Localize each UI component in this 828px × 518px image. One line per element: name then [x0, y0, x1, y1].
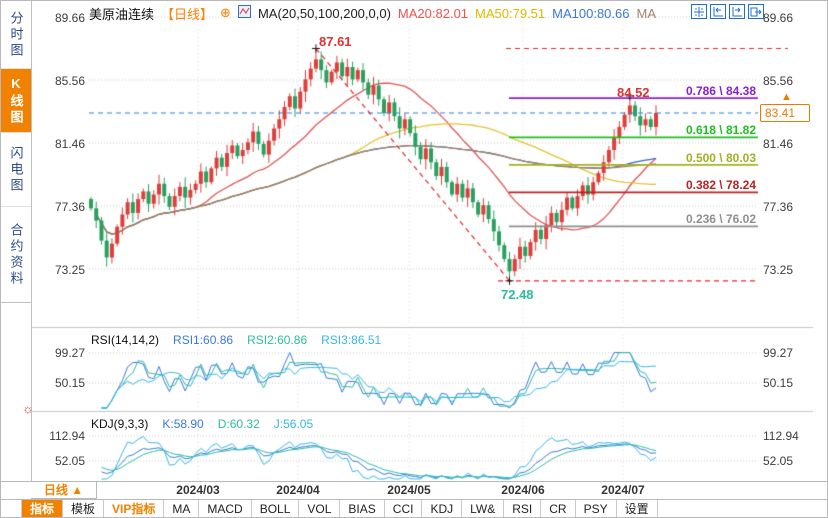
- zoom-in-axis-icon[interactable]: [729, 4, 745, 19]
- kdj-d-value: D:60.32: [217, 417, 260, 431]
- zoom-out-axis-icon[interactable]: [710, 4, 726, 19]
- bottom-tab-11[interactable]: RSI: [504, 500, 542, 517]
- pan-right-icon[interactable]: [748, 4, 764, 19]
- rsi2-value: RSI2:60.86: [247, 333, 308, 347]
- sidebar-item-kline[interactable]: K线图: [1, 69, 31, 133]
- bottom-tab-10[interactable]: LW&: [462, 500, 505, 517]
- crosshair-icon[interactable]: [691, 4, 707, 19]
- x-axis-date: 2024/06: [501, 483, 545, 497]
- kdj-title: KDJ(9,3,3): [91, 417, 149, 431]
- sidebar-item-label: 合约资料: [8, 222, 24, 287]
- x-axis-row: 日线 ▲ 2024/03 2024/04 2024/05 2024/06 202…: [1, 481, 827, 499]
- rsi-axis-label: 50.15: [763, 376, 794, 390]
- kdj-axis-label: 112.94: [763, 429, 799, 443]
- fib-level-label: 0.382 \ 78.24: [685, 178, 756, 193]
- x-axis-date: 2024/05: [387, 483, 431, 497]
- sidebar-item-label: 分时图: [8, 10, 24, 59]
- x-axis-date: 2024/07: [601, 483, 645, 497]
- indicator-tab-bar: 指标 模板 VIP指标 MA MACD BOLL VOL BIAS CCI KDJ LW& RSI CR…: [1, 499, 827, 517]
- rsi-axis-label: 50.15: [54, 376, 85, 390]
- rsi-title: RSI(14,14,2): [91, 333, 160, 347]
- period-tag[interactable]: 【日线】: [161, 6, 214, 22]
- y-axis-label: 73.25: [54, 263, 85, 277]
- bottom-tab-6[interactable]: VOL: [299, 500, 341, 517]
- bottom-tab-1[interactable]: 模板: [63, 500, 105, 517]
- sidebar-item-label: K线图: [8, 75, 24, 126]
- fib-level-label: 0.786 \ 84.38: [685, 84, 756, 99]
- bottom-tab-0[interactable]: 指标: [22, 500, 64, 517]
- bottom-tab-7[interactable]: BIAS: [340, 500, 385, 517]
- chart-toolbar: [691, 4, 764, 19]
- bottom-tab-12[interactable]: CR: [541, 500, 576, 517]
- y-axis-label: 81.46: [763, 137, 794, 151]
- y-axis-label: 85.56: [763, 74, 794, 88]
- chart-header: 美原油连续 【日线】 ⊕ MA(20,50,100,200,0,0) MA20:…: [89, 4, 656, 22]
- sidebar-item-label: 闪电图: [8, 145, 24, 194]
- kdj-axis-label: 52.05: [763, 454, 794, 468]
- y-axis-label: 89.66: [763, 11, 794, 25]
- low-price-label: 72.48: [501, 287, 534, 302]
- sidebar-item-contract-info[interactable]: 合约资料: [1, 207, 31, 303]
- bottom-tab-4[interactable]: MACD: [199, 500, 252, 517]
- kdj-axis-label: 52.05: [54, 454, 85, 468]
- sidebar-item-lightning[interactable]: 闪电图: [1, 133, 31, 207]
- bottom-tab-3[interactable]: MA: [164, 500, 200, 517]
- bottom-tab-13[interactable]: PSY: [576, 500, 617, 517]
- period-selector[interactable]: 日线 ▲: [31, 482, 97, 499]
- bottom-tab-9[interactable]: KDJ: [422, 500, 463, 517]
- symbol-name: 美原油连续: [89, 6, 155, 22]
- rsi1-value: RSI1:60.86: [173, 333, 234, 347]
- kdj-k-value: K:58.90: [162, 417, 204, 431]
- bottom-tab-8[interactable]: CCI: [385, 500, 423, 517]
- y-axis-label: 89.66: [54, 11, 85, 25]
- rsi-header: RSI(14,14,2) RSI1:60.86 RSI2:60.86 RSI3:…: [91, 333, 381, 347]
- y-axis-label: 77.36: [763, 200, 794, 214]
- x-axis-date: 2024/03: [176, 483, 220, 497]
- kdj-axis-label: 112.94: [49, 429, 85, 443]
- x-axis-date: 2024/04: [276, 483, 320, 497]
- y-axis-label: 73.25: [763, 263, 794, 277]
- ma-formula: MA(20,50,100,200,0,0): [257, 5, 391, 21]
- rsi3-value: RSI3:86.51: [321, 333, 382, 347]
- peak-price-label: 87.61: [319, 34, 352, 49]
- ma100-value: MA100:80.66: [552, 5, 630, 21]
- swing-high-label: 84.52: [617, 85, 650, 100]
- bottom-tab-14[interactable]: 设置: [617, 500, 658, 517]
- rsi-axis-label: 99.27: [763, 346, 794, 360]
- bottom-tab-5[interactable]: BOLL: [252, 500, 300, 517]
- fib-level-label: 0.500 \ 80.03: [685, 150, 756, 165]
- fib-level-label: 0.236 \ 76.02: [685, 212, 756, 227]
- price-up-arrow-icon: ▲: [781, 91, 792, 103]
- tab-spacer: [1, 500, 22, 517]
- circle-plus-icon[interactable]: ⊕: [220, 5, 231, 20]
- kdj-header: KDJ(9,3,3) K:58.90 D:60.32 J:56.05: [91, 417, 313, 431]
- bottom-tab-2[interactable]: VIP指标: [104, 500, 165, 517]
- indicator-settings-icon[interactable]: ☼: [22, 401, 34, 416]
- kdj-j-value: J:56.05: [273, 417, 314, 431]
- ma20-value: MA20:82.01: [397, 5, 469, 21]
- y-axis-label: 85.56: [54, 74, 85, 88]
- current-price-badge: 83.41: [760, 104, 810, 122]
- rsi-axis-label: 99.27: [54, 346, 85, 360]
- ma-line-icon: [237, 5, 251, 21]
- y-axis-label: 81.46: [54, 137, 85, 151]
- left-sidebar: 分时图 K线图 闪电图 合约资料: [1, 1, 32, 517]
- fib-level-label: 0.618 \ 81.82: [685, 123, 756, 138]
- ma50-value: MA50:79.51: [475, 5, 546, 21]
- sidebar-item-timeshare[interactable]: 分时图: [1, 1, 31, 69]
- ma200-value: MA: [636, 5, 656, 21]
- y-axis-label: 77.36: [54, 200, 85, 214]
